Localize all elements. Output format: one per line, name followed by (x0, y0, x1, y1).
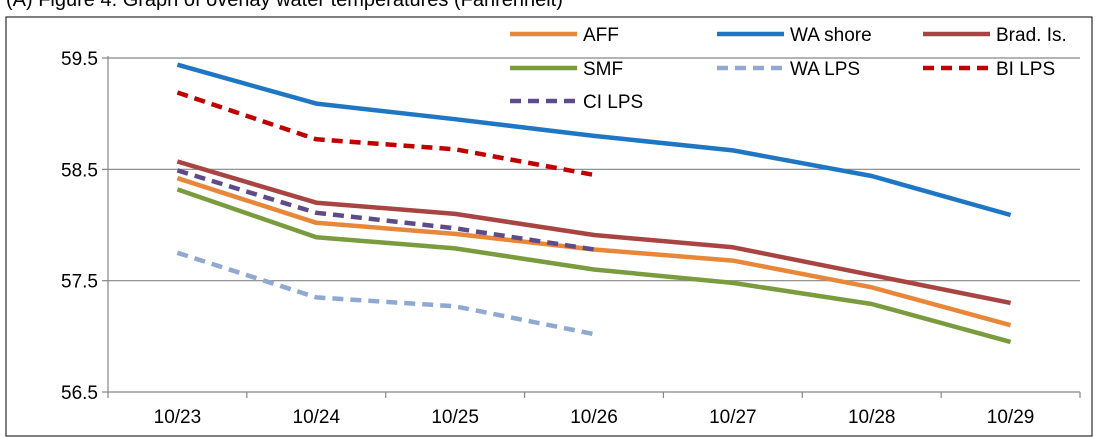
y-tick-label: 58.5 (61, 160, 98, 181)
x-tick-label: 10/28 (848, 407, 896, 428)
legend: AFF WA shore Brad. Is. SMF WA LPS BI LPS CI LP… (510, 25, 1067, 113)
series-line-wa-shore (176, 62, 1012, 218)
series-line-smf (176, 187, 1012, 345)
legend-label: AFF (583, 25, 619, 46)
x-tick-label: 10/29 (987, 407, 1035, 428)
series-line-bi-lps (176, 90, 595, 178)
axes: 56.5 57.5 58.5 59.5 10/23 10/24 10/25 10/26 10/2… (61, 49, 1081, 428)
y-tick-label: 56.5 (61, 383, 98, 404)
series-line-ci-lps (176, 168, 595, 252)
x-tick-label: 10/27 (709, 407, 757, 428)
series-lines (176, 62, 1012, 345)
y-tick-label: 59.5 (61, 49, 98, 70)
x-tick-label: 10/24 (293, 407, 341, 428)
legend-label: BI LPS (996, 59, 1055, 80)
x-tick-label: 10/26 (570, 407, 618, 428)
series-line-wa-lps (176, 250, 595, 337)
legend-label: SMF (583, 59, 623, 80)
legend-label: Brad. Is. (996, 25, 1067, 46)
series-line-brad-is (176, 159, 1012, 306)
legend-label: WA shore (790, 25, 872, 46)
legend-label: WA LPS (790, 59, 860, 80)
chart-title: (A) Figure 4. Graph of overlay water tem… (6, 0, 563, 11)
x-tick-label: 10/25 (431, 407, 479, 428)
y-tick-label: 57.5 (61, 272, 98, 293)
series-line-aff (176, 176, 1012, 328)
chart-border (5, 16, 1093, 437)
x-tick-label: 10/23 (154, 407, 202, 428)
legend-label: CI LPS (583, 92, 643, 113)
